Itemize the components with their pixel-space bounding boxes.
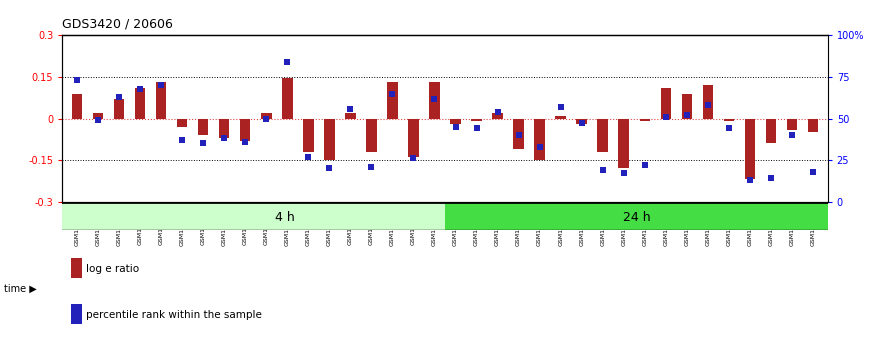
Bar <box>72 93 82 119</box>
Bar <box>409 119 418 157</box>
Point <box>680 112 694 118</box>
Point <box>785 132 799 138</box>
Bar <box>682 93 692 119</box>
Point <box>722 126 736 131</box>
Bar <box>261 113 271 119</box>
Bar <box>702 85 713 119</box>
Bar <box>93 113 103 119</box>
Bar <box>765 119 776 143</box>
Bar <box>514 119 524 149</box>
Bar <box>324 119 335 160</box>
Text: 24 h: 24 h <box>622 211 651 224</box>
Point <box>154 82 168 88</box>
Point <box>512 132 526 138</box>
Point <box>322 166 336 171</box>
Point <box>112 94 126 100</box>
Bar <box>177 119 188 127</box>
Point <box>217 136 231 141</box>
Bar <box>345 113 356 119</box>
Bar <box>472 119 481 121</box>
Text: time ▶: time ▶ <box>4 284 37 293</box>
Point <box>280 59 295 65</box>
Bar <box>534 119 545 160</box>
Text: log e ratio: log e ratio <box>86 264 140 274</box>
Bar <box>724 119 734 121</box>
Point <box>490 109 505 115</box>
Point <box>407 155 421 161</box>
Point <box>659 114 673 120</box>
Bar <box>219 119 230 138</box>
Point <box>427 96 441 101</box>
Bar <box>450 119 461 124</box>
Bar <box>114 99 125 119</box>
Bar <box>303 119 313 152</box>
Point <box>344 106 358 112</box>
Bar <box>619 119 629 169</box>
Point <box>575 121 589 126</box>
Point <box>239 139 253 144</box>
Point <box>743 177 757 183</box>
Bar <box>156 82 166 119</box>
Bar <box>492 113 503 119</box>
Bar <box>640 119 650 121</box>
Point <box>449 124 463 130</box>
Point <box>91 117 105 123</box>
Text: GDS3420 / 20606: GDS3420 / 20606 <box>62 18 174 31</box>
Text: 4 h: 4 h <box>275 211 295 224</box>
Bar <box>198 119 208 135</box>
Bar <box>555 116 566 119</box>
Point <box>617 171 631 176</box>
Point <box>554 104 568 110</box>
Point <box>301 154 315 160</box>
Point <box>700 102 715 108</box>
Point <box>259 116 273 121</box>
Bar <box>135 88 145 119</box>
Point <box>175 137 190 143</box>
Point <box>764 176 778 181</box>
Point <box>70 78 85 83</box>
Bar <box>787 119 797 130</box>
Point <box>133 86 147 91</box>
Bar <box>660 88 671 119</box>
Point <box>196 141 210 146</box>
Bar <box>597 119 608 152</box>
Bar <box>577 119 587 124</box>
Point <box>364 164 378 170</box>
Point <box>637 162 651 168</box>
Bar <box>366 119 376 152</box>
Bar <box>429 82 440 119</box>
Point <box>595 167 610 173</box>
Bar <box>62 202 445 230</box>
Bar <box>240 119 250 141</box>
Point <box>385 91 400 96</box>
Point <box>469 126 483 131</box>
Text: percentile rank within the sample: percentile rank within the sample <box>86 310 263 320</box>
Bar <box>745 119 755 179</box>
Point <box>805 169 820 175</box>
Bar <box>282 78 293 119</box>
Point <box>532 144 546 150</box>
Bar <box>387 82 398 119</box>
Bar <box>808 119 818 132</box>
Bar <box>445 202 828 230</box>
